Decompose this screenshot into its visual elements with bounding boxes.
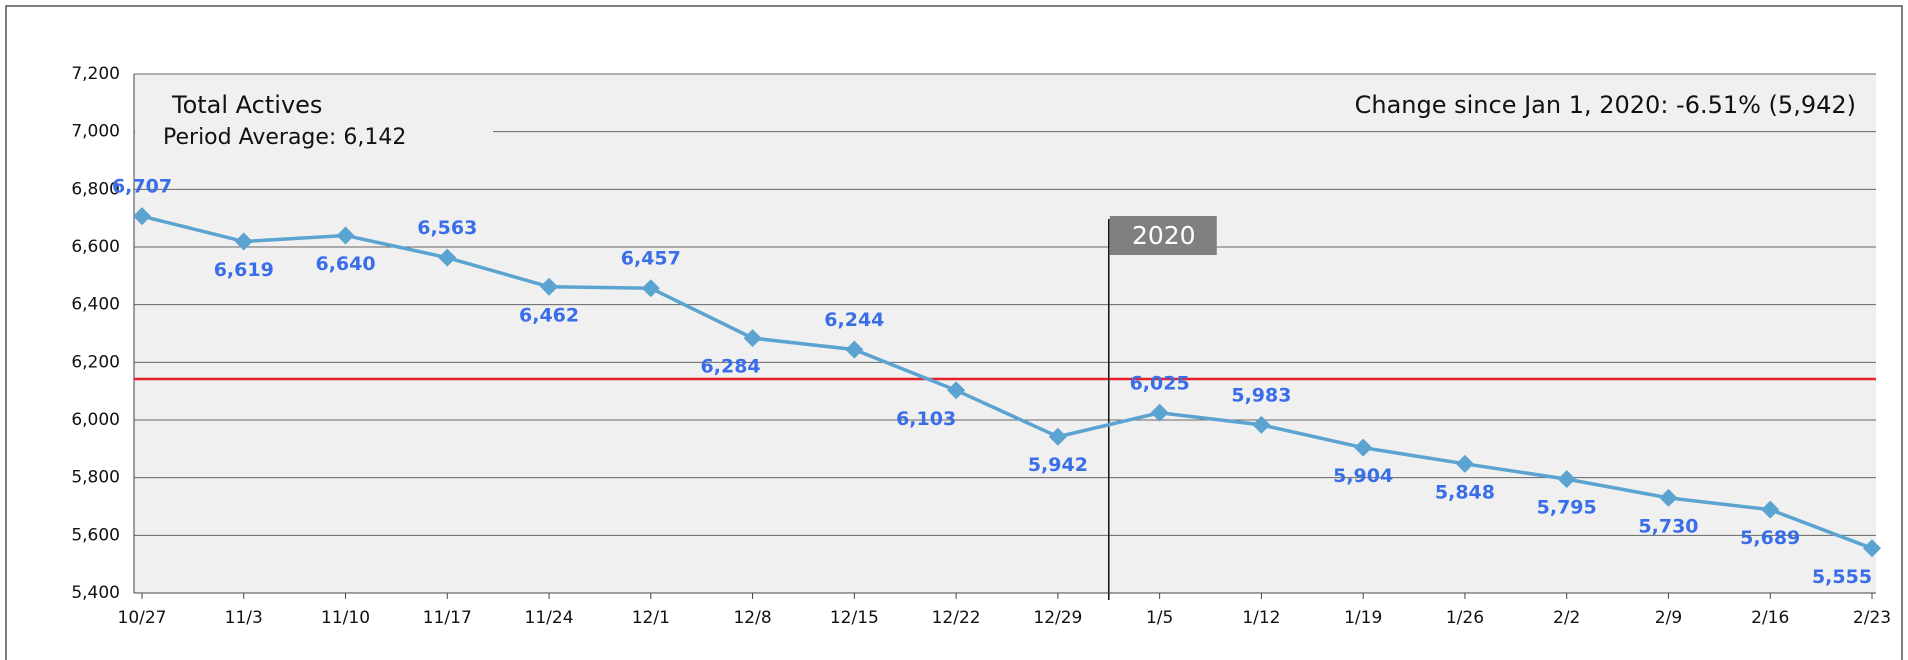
y-tick-label: 6,200 bbox=[71, 352, 120, 372]
data-label: 6,619 bbox=[214, 259, 274, 281]
x-tick-label: 2/23 bbox=[1853, 608, 1891, 628]
data-point bbox=[1048, 427, 1067, 446]
data-point bbox=[1761, 500, 1780, 519]
data-label: 6,462 bbox=[519, 304, 579, 326]
chart-title: Total Actives bbox=[171, 91, 322, 119]
y-tick-label: 6,400 bbox=[71, 295, 120, 315]
x-tick-label: 11/17 bbox=[423, 608, 472, 628]
x-tick-label: 2/16 bbox=[1751, 608, 1789, 628]
x-tick-label: 11/10 bbox=[321, 608, 370, 628]
x-tick-label: 1/5 bbox=[1146, 608, 1173, 628]
data-point bbox=[438, 248, 457, 267]
data-label: 5,730 bbox=[1638, 515, 1698, 537]
data-label: 6,244 bbox=[824, 309, 884, 331]
x-tick-label: 12/29 bbox=[1033, 608, 1082, 628]
data-label: 6,707 bbox=[112, 176, 172, 198]
y-tick-label: 5,600 bbox=[71, 525, 120, 545]
data-point bbox=[540, 277, 559, 296]
data-label: 5,983 bbox=[1231, 384, 1291, 406]
x-tick-label: 1/19 bbox=[1344, 608, 1382, 628]
y-tick-label: 5,400 bbox=[71, 583, 120, 603]
annotation-box bbox=[1270, 88, 1866, 124]
year-marker-box bbox=[1109, 216, 1217, 255]
x-tick-label: 12/15 bbox=[830, 608, 879, 628]
data-point bbox=[1863, 539, 1881, 558]
data-label: 5,904 bbox=[1333, 465, 1393, 487]
x-tick-label: 11/3 bbox=[225, 608, 263, 628]
data-label: 6,457 bbox=[621, 248, 681, 270]
data-point bbox=[1354, 438, 1373, 457]
data-point bbox=[1557, 470, 1576, 489]
y-tick-label: 7,200 bbox=[71, 64, 120, 84]
title-box bbox=[135, 82, 493, 152]
x-tick-label: 11/24 bbox=[525, 608, 574, 628]
x-tick-label: 12/1 bbox=[632, 608, 670, 628]
data-point bbox=[1252, 415, 1271, 434]
x-tick-label: 1/12 bbox=[1242, 608, 1280, 628]
data-point bbox=[1150, 403, 1169, 422]
data-point bbox=[1659, 488, 1678, 507]
data-point bbox=[1455, 454, 1474, 473]
data-label: 6,025 bbox=[1130, 372, 1190, 394]
y-tick-label: 5,800 bbox=[71, 468, 120, 488]
data-label: 6,103 bbox=[896, 408, 956, 430]
data-point bbox=[947, 381, 966, 400]
data-label: 6,563 bbox=[417, 217, 477, 239]
x-tick-label: 1/26 bbox=[1446, 608, 1484, 628]
data-label: 5,689 bbox=[1740, 527, 1800, 549]
x-tick-label: 2/9 bbox=[1655, 608, 1682, 628]
y-tick-label: 6,600 bbox=[71, 237, 120, 257]
y-tick-label: 7,000 bbox=[71, 122, 120, 142]
annotation: Change since Jan 1, 2020: -6.51% (5,942) bbox=[1355, 91, 1856, 119]
chart-subtitle: Period Average: 6,142 bbox=[163, 125, 406, 150]
x-tick-label: 2/2 bbox=[1553, 608, 1580, 628]
data-label: 5,848 bbox=[1435, 481, 1495, 503]
x-tick-label: 12/8 bbox=[733, 608, 771, 628]
y-tick-label: 6,000 bbox=[71, 410, 120, 430]
frame bbox=[5, 5, 1903, 660]
x-tick-label: 10/27 bbox=[118, 608, 167, 628]
data-point bbox=[133, 207, 151, 226]
series-line bbox=[141, 214, 1873, 550]
data-label: 5,795 bbox=[1537, 497, 1597, 519]
data-point bbox=[641, 279, 660, 298]
data-point bbox=[336, 226, 355, 245]
data-point bbox=[845, 340, 864, 359]
data-label: 5,942 bbox=[1028, 454, 1088, 476]
year-marker-label: 2020 bbox=[1132, 221, 1196, 250]
x-tick-label: 12/22 bbox=[932, 608, 981, 628]
data-label: 6,284 bbox=[701, 356, 761, 378]
data-label: 5,555 bbox=[1812, 566, 1872, 588]
data-label: 6,640 bbox=[315, 253, 375, 275]
data-point bbox=[743, 329, 762, 348]
plot-background bbox=[134, 74, 1876, 593]
y-tick-label: 6,800 bbox=[71, 179, 120, 199]
data-point bbox=[234, 232, 253, 251]
